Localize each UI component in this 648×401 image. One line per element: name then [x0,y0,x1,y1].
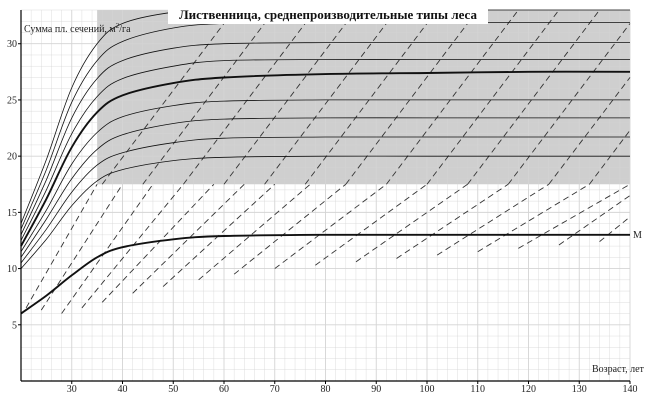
dashed-guide-line [132,183,245,294]
x-tick-label: 30 [67,384,77,395]
dashed-guide-line [436,183,550,256]
y-axis-label-unit: /га [119,24,131,35]
series-label: М [633,230,642,241]
grid-layer [20,9,631,382]
x-tick-label: 100 [420,384,435,395]
dashed-guide-line [101,9,235,185]
dashed-guide-line [355,183,468,263]
dashed-guide-line [101,183,215,303]
x-axis-label: Возраст, лет [592,364,645,375]
y-axis-label: Сумма пл. сечений, м2/га [24,22,131,35]
series-line-bold [20,70,631,247]
dashed-guide-line [426,9,560,185]
y-axis-label-main: Сумма пл. сечений, м [24,24,116,35]
y-axis-label-superscript: 2 [116,22,120,30]
y-tick-label: 15 [7,208,17,219]
series-line [20,99,630,252]
x-tick-label: 70 [270,384,280,395]
series-line [20,155,630,269]
dashed-guide-line [386,9,519,185]
dashed-guide-line [25,184,98,309]
x-tick-label: 50 [168,384,178,395]
dashed-lines-layer [25,9,631,314]
dashed-guide-line [233,183,347,275]
series-layer: М [20,9,642,315]
dashed-guide-line [304,9,438,185]
x-tick-label: 40 [118,384,128,395]
dashed-guide-line [183,9,316,185]
dashed-guide-line [599,216,631,242]
dashed-guide-line [81,183,184,309]
dashed-guide-line [142,9,276,185]
shaded-band-layer [97,10,630,185]
dashed-guide-line [518,183,631,249]
y-tick-label: 5 [12,320,17,331]
y-tick-label: 30 [7,39,17,50]
x-tick-label: 110 [470,384,485,395]
dashed-guide-line [274,183,387,269]
dashed-guide-line [548,77,631,185]
series-line [20,117,630,258]
x-tick-label: 80 [321,384,331,395]
x-tick-label: 140 [623,384,638,395]
chart-title: Лиственница, среднепроизводительные типы… [179,7,477,22]
dashed-guide-line [264,9,397,185]
axis-layer [18,10,631,384]
chart-title-backdrop [168,5,488,24]
x-tick-label: 130 [572,384,587,395]
y-tick-label: 20 [7,152,17,163]
dashed-guide-line [467,9,600,185]
dashed-guide-line [477,183,590,253]
tick-label-layer: 30 40 50 60 70 80 90 100 110 120 130 140 5 10 15 20 25 30 [7,39,638,395]
dashed-guide-line [198,183,311,281]
dashed-guide-line [507,23,631,185]
series-line [20,42,630,235]
series-line [20,136,630,264]
dashed-guide-line [223,9,357,185]
x-tick-label: 60 [219,384,229,395]
dashed-guide-line [396,183,509,259]
dashed-guide-line [315,183,428,266]
dashed-guide-line [61,183,154,314]
series-line [20,59,630,241]
shaded-band [97,10,630,185]
x-tick-label: 120 [521,384,536,395]
dashed-guide-line [345,9,479,185]
dashed-guide-line [589,130,631,185]
x-tick-label: 90 [371,384,381,395]
y-tick-label: 10 [7,264,17,275]
y-tick-label: 25 [7,95,17,106]
series-line-bold [20,233,630,315]
dashed-guide-line [558,195,631,246]
